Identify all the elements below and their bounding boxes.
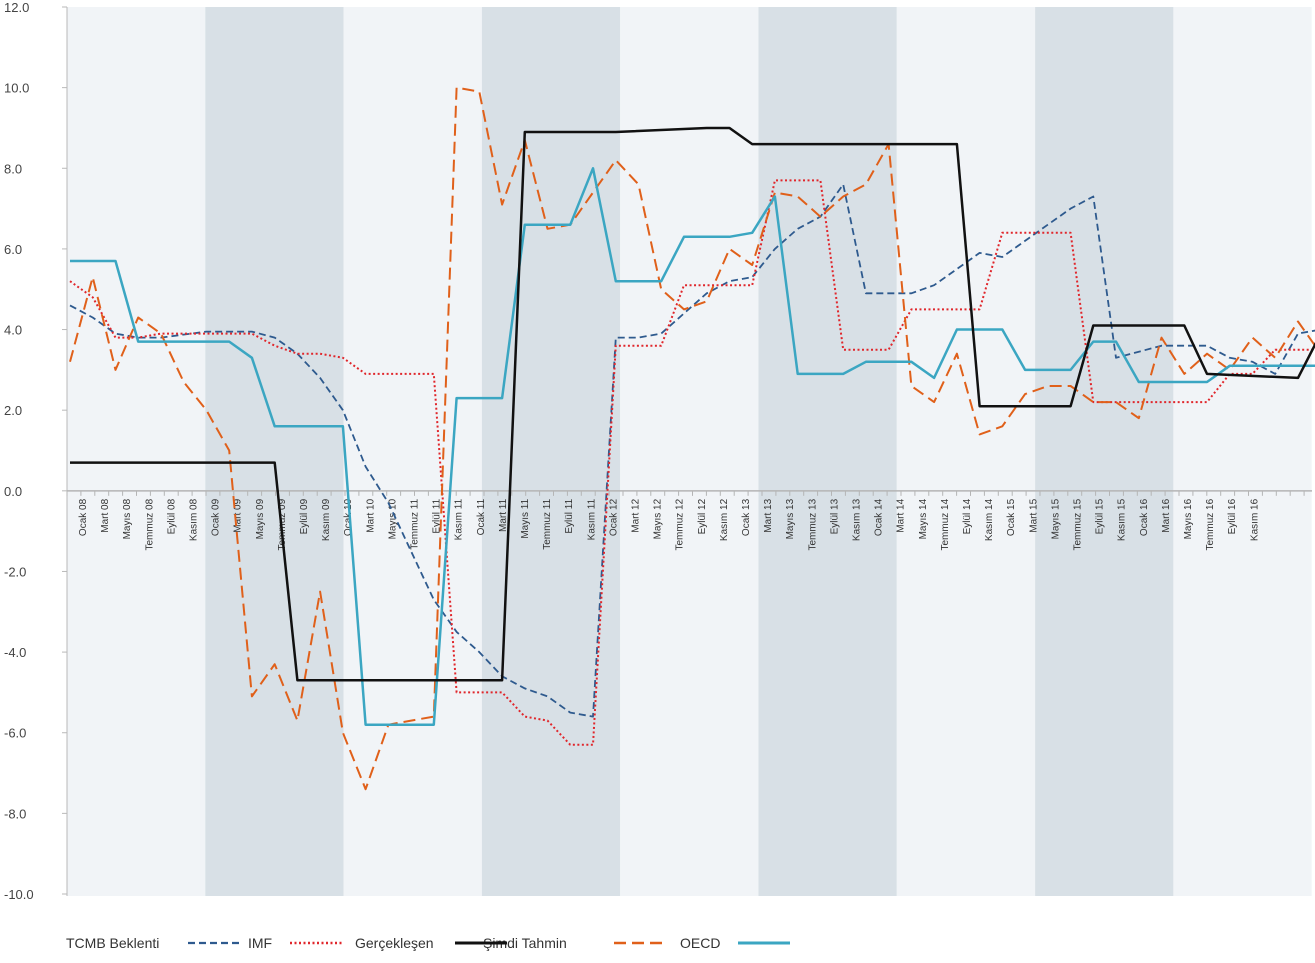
y-tick-label: 8.0 — [4, 161, 22, 176]
x-tick-label: Mayıs 15 — [1050, 498, 1061, 539]
x-tick-label: Temmuz 14 — [940, 498, 951, 550]
x-tick-label: Eylül 11 — [564, 498, 575, 533]
x-tick-label: Mart 12 — [631, 498, 642, 532]
y-tick-label: -4.0 — [4, 645, 26, 660]
y-tick-label: -10.0 — [4, 887, 34, 902]
x-tick-label: Temmuz 13 — [807, 498, 818, 550]
x-tick-label: Temmuz 15 — [1073, 498, 1084, 550]
year-band — [67, 7, 206, 896]
x-tick-label: Eylül 12 — [697, 498, 708, 534]
year-band — [1173, 7, 1312, 896]
x-tick-label: Mart 15 — [1028, 498, 1039, 532]
y-axis: 12.0 10.0 8.0 6.0 4.0 2.0 0.0 -2.0 -4.0 -6.0 -8.0 -… — [4, 0, 68, 902]
y-tick-label: -8.0 — [4, 806, 26, 821]
x-axis: Ocak 08 Mart 08 Mayıs 08 Temmuz 08 Eylül 08 K… — [66, 490, 1312, 551]
x-tick-label: Temmuz 11 — [410, 498, 421, 549]
x-tick-label: Eylül 13 — [829, 498, 840, 534]
x-tick-label: Eylül 08 — [166, 498, 177, 534]
legend: TCMB Beklenti IMF Gerçekleşen Şimdi Tahmin O… — [66, 935, 790, 951]
x-tick-label: Ocak 08 — [78, 498, 89, 536]
year-band — [343, 7, 482, 896]
x-tick-label: Ocak 09 — [211, 498, 222, 536]
x-tick-label: Kasım 09 — [321, 498, 332, 541]
year-band — [205, 7, 344, 896]
x-tick-label: Mart 13 — [763, 498, 774, 532]
legend-label: Gerçekleşen — [355, 935, 434, 951]
legend-label: IMF — [248, 935, 272, 951]
legend-label: OECD — [680, 935, 720, 951]
x-tick-label: Mayıs 09 — [255, 498, 266, 539]
series-line-nowcast — [69, 86, 1315, 791]
series-lines — [69, 86, 1315, 791]
x-tick-label: Temmuz 11 — [542, 498, 553, 549]
x-tick-label: Eylül 16 — [1227, 498, 1238, 534]
legend-label: Şimdi Tahmin — [483, 935, 567, 951]
x-tick-label: Temmuz 16 — [1205, 498, 1216, 550]
x-tick-label: Kasım 13 — [852, 498, 863, 541]
x-tick-label: Eylül 11 — [432, 498, 443, 533]
y-tick-label: 0.0 — [4, 484, 22, 499]
year-band — [896, 7, 1036, 896]
y-tick-label: 2.0 — [4, 403, 22, 418]
x-tick-label: Kasım 14 — [984, 498, 995, 541]
x-tick-label: Kasım 11 — [586, 498, 597, 540]
x-tick-label: Mayıs 16 — [1183, 498, 1194, 539]
x-tick-label: Temmuz 12 — [675, 498, 686, 550]
shaded-year-bands — [67, 7, 1312, 896]
x-tick-label: Kasım 11 — [454, 498, 465, 540]
x-tick-label: Kasım 16 — [1249, 498, 1260, 541]
x-tick-label: Eylül 14 — [962, 498, 973, 534]
x-tick-label: Ocak 11 — [476, 498, 487, 535]
y-tick-label: -2.0 — [4, 564, 26, 579]
x-tick-label: Mart 11 — [498, 498, 509, 532]
x-tick-label: Ocak 16 — [1139, 498, 1150, 536]
x-tick-label: Mayıs 13 — [785, 498, 796, 539]
y-tick-label: 6.0 — [4, 242, 22, 257]
x-tick-label: Mayıs 12 — [653, 498, 664, 539]
x-tick-label: Temmuz 08 — [144, 498, 155, 550]
x-tick-label: Mart 10 — [365, 498, 376, 532]
x-tick-label: Mayıs 11 — [520, 498, 531, 538]
x-tick-label: Ocak 15 — [1006, 498, 1017, 536]
series-line-actual — [70, 126, 1315, 682]
year-band — [620, 7, 759, 896]
x-tick-label: Kasım 08 — [189, 498, 200, 541]
legend-label: TCMB Beklenti — [66, 935, 159, 951]
x-tick-label: Eylül 09 — [299, 498, 310, 534]
y-tick-label: 12.0 — [4, 0, 29, 15]
year-band — [481, 7, 621, 896]
x-tick-label: Ocak 12 — [608, 498, 619, 536]
x-tick-label: Mart 14 — [896, 498, 907, 532]
y-tick-label: 10.0 — [4, 81, 29, 96]
series-line-oecd — [70, 167, 1315, 726]
x-tick-label: Mart 09 — [233, 498, 244, 532]
x-tick-label: Ocak 14 — [874, 498, 885, 536]
x-tick-label: Kasım 15 — [1117, 498, 1128, 541]
x-tick-label: Eylül 15 — [1095, 498, 1106, 534]
y-tick-label: 4.0 — [4, 323, 22, 338]
x-tick-label: Mart 16 — [1161, 498, 1172, 532]
year-band — [1035, 7, 1174, 896]
year-band — [758, 7, 897, 896]
y-tick-label: -6.0 — [4, 726, 26, 741]
x-tick-label: Mayıs 08 — [122, 498, 133, 539]
x-tick-label: Kasım 12 — [719, 498, 730, 541]
x-tick-label: Mayıs 14 — [918, 498, 929, 539]
x-tick-label: Mart 08 — [100, 498, 111, 532]
x-tick-label: Ocak 13 — [741, 498, 752, 536]
series-line-tcmb — [69, 183, 1315, 718]
x-tick-label: Mayıs 10 — [387, 498, 398, 539]
